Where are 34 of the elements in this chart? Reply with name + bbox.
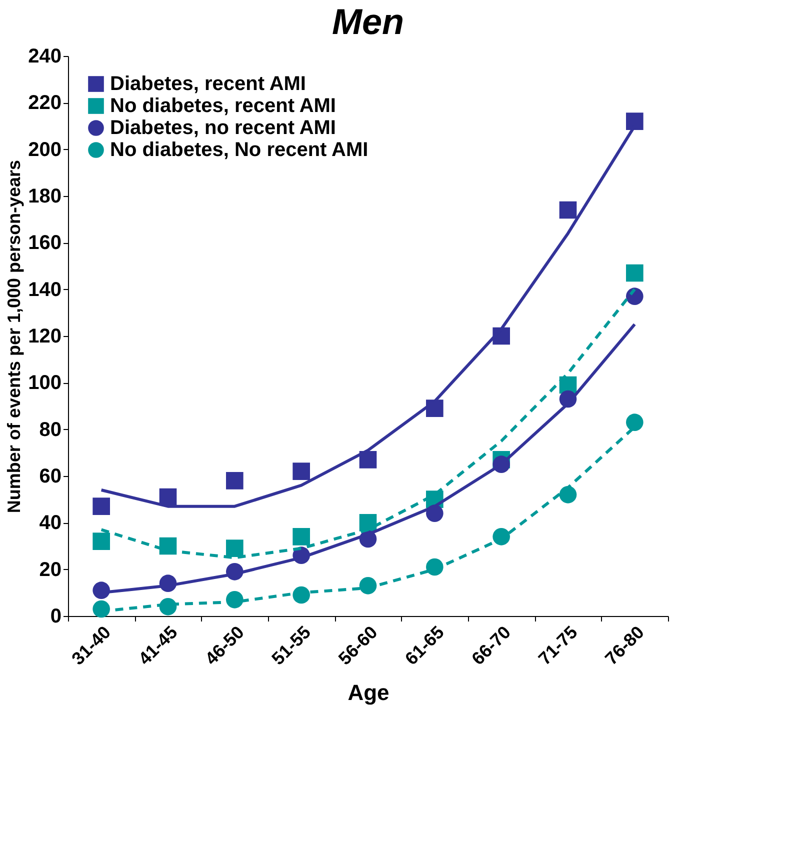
- y-axis-title: Number of events per 1,000 person-years: [4, 160, 24, 514]
- point: [359, 451, 377, 468]
- point: [292, 528, 310, 546]
- y-tick-label: 240: [28, 46, 62, 68]
- point: [626, 112, 644, 130]
- y-tick-label: 120: [28, 326, 62, 348]
- y-tick-label: 60: [39, 466, 62, 488]
- point: [626, 264, 644, 282]
- point: [159, 488, 177, 506]
- y-tick-label: 160: [28, 232, 62, 254]
- y-tick-label: 200: [28, 138, 62, 161]
- legend-label: Diabetes, no recent AMI: [110, 117, 336, 139]
- y-tick-label: 140: [28, 278, 62, 301]
- point: [559, 486, 577, 504]
- legend-label: No diabetes, No recent AMI: [110, 139, 368, 161]
- point: [92, 498, 110, 515]
- legend-label: No diabetes, recent AMI: [110, 95, 336, 117]
- y-tick-label: 180: [28, 186, 62, 208]
- point: [626, 288, 644, 305]
- y-tick-label: 100: [28, 372, 62, 394]
- y-tick-label: 40: [39, 512, 62, 534]
- y-tick-label: 0: [50, 606, 62, 628]
- point: [626, 414, 644, 431]
- y-tick-label: 80: [39, 418, 62, 441]
- legend-label: Diabetes, recent AMI: [110, 73, 306, 95]
- chart-title: Men: [332, 1, 404, 42]
- point: [226, 472, 244, 490]
- y-tick-label: 220: [28, 92, 62, 114]
- point: [559, 201, 577, 219]
- x-axis-title: Age: [348, 680, 390, 705]
- point: [292, 462, 310, 480]
- point: [92, 532, 110, 550]
- point: [226, 540, 244, 557]
- y-tick-label: 20: [39, 558, 62, 581]
